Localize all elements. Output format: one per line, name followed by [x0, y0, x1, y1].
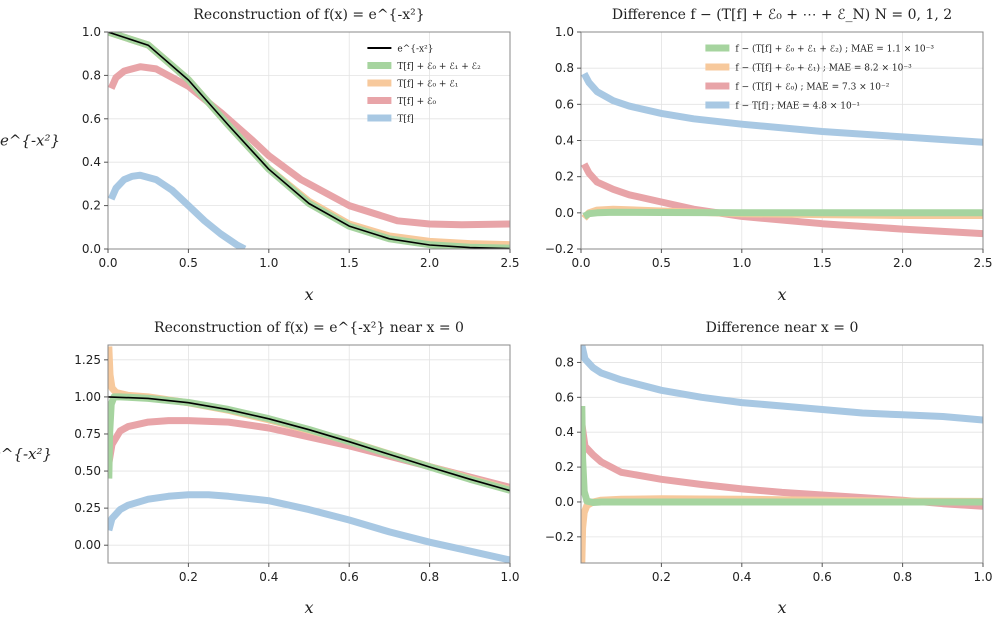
legend-label-tf_e0_e1: T[f] + ℰ₀ + ℰ₁ [397, 80, 458, 90]
series-line-tf_e0 [108, 63, 510, 229]
series-line-d_tf [581, 345, 983, 424]
plot-frame [107, 344, 511, 564]
plot-frame [580, 344, 984, 564]
x-tick-label: 1.5 [813, 256, 832, 270]
x-tick-label: 0.6 [813, 570, 832, 584]
y-tick-label: −0.2 [545, 530, 574, 544]
x-tick-label: 0.0 [98, 256, 117, 270]
x-tick-label: 0.2 [179, 570, 198, 584]
series-line-d_e0 [581, 423, 983, 510]
series-line-tf_e0_e1_e2 [108, 393, 510, 494]
series-line-exact [108, 32, 510, 249]
plot-frame [107, 31, 511, 250]
chart-bottom-left: 0.2 0.4 0.6 0.8 1.0 0.00 0.25 0.50 0.75 1.00 1.25 R… [0, 320, 520, 617]
y-tick-label: 0.8 [555, 61, 574, 75]
x-tick-label: 1.0 [973, 570, 992, 584]
y-tick-label: 1.0 [555, 25, 574, 39]
x-axis-label: x [777, 598, 786, 617]
y-tick-label: 0.0 [555, 206, 574, 220]
series-group [581, 71, 983, 238]
x-tick-label: 0.6 [340, 570, 359, 584]
x-tick-label: 2.5 [500, 256, 519, 270]
x-tick-label: 1.0 [500, 570, 519, 584]
series-line-d_e0 [581, 162, 983, 238]
x-tick-label: 0.5 [652, 256, 671, 270]
y-tick-label: 0.4 [555, 134, 574, 148]
x-tick-label: 0.2 [652, 570, 671, 584]
x-axis-label: x [777, 285, 786, 304]
y-tick-label: 0.4 [555, 425, 574, 439]
legend-label-d_tf: f − T[f] ; MAE = 4.8 × 10⁻¹ [735, 102, 860, 112]
x-tick-label: 0.8 [893, 570, 912, 584]
x-axis-label: x [304, 285, 313, 304]
legend-label-exact: e^{-x²} [397, 45, 433, 55]
chart-title: Reconstruction of f(x) = e^{-x²} near x … [154, 320, 464, 336]
chart-top-right: 0.0 0.5 1.0 1.5 2.0 2.5−0.20.00.20.40.60.81.0… [545, 7, 993, 304]
y-tick-label: 0.0 [555, 495, 574, 509]
chart-top-left: 0.0 0.5 1.0 1.5 2.0 2.5 0.0 0.2 0.4 0.6 0.8 1.0 Reco… [0, 7, 520, 304]
x-tick-label: 0.0 [571, 256, 590, 270]
series-line-d_e0_e1_e2 [581, 405, 983, 506]
series-line-d_e0_e1_e2 [582, 208, 983, 220]
legend-label-d_e0: f − (T[f] + ℰ₀) ; MAE = 7.3 × 10⁻² [735, 82, 889, 93]
legend-label-d_e0_e1_e2: f − (T[f] + ℰ₀ + ℰ₁ + ℰ₂) ; MAE = 1.1 × … [735, 44, 934, 55]
legend: f − (T[f] + ℰ₀ + ℰ₁ + ℰ₂) ; MAE = 1.1 × … [705, 44, 934, 112]
legend-label-tf: T[f] [397, 115, 413, 125]
x-tick-label: 1.0 [259, 256, 278, 270]
y-tick-label: 0.6 [555, 97, 574, 111]
y-tick-label: 1.00 [74, 390, 101, 404]
y-tick-label: 0.2 [82, 199, 101, 213]
x-tick-label: 0.8 [420, 570, 439, 584]
chart-title: Difference f − (T[f] + ℰ₀ + ⋯ + ℰ_N) N =… [612, 7, 952, 23]
x-tick-label: 2.5 [973, 256, 992, 270]
y-tick-label: 1.0 [82, 25, 101, 39]
chart-title: Difference near x = 0 [706, 320, 859, 336]
y-tick-label: 0.50 [74, 464, 101, 478]
chart-title: Reconstruction of f(x) = e^{-x²} [193, 7, 424, 23]
x-tick-label: 1.5 [340, 256, 359, 270]
y-tick-label: 0.00 [74, 538, 101, 552]
x-tick-label: 2.0 [893, 256, 912, 270]
series-group [108, 32, 510, 249]
series-line-exact [108, 396, 510, 492]
y-tick-label: 1.25 [74, 353, 101, 367]
y-tick-label: 0.2 [555, 170, 574, 184]
series-line-d_tf [581, 71, 983, 146]
y-tick-label: 0.75 [74, 427, 101, 441]
series-line-tf [108, 171, 247, 249]
y-tick-label: 0.8 [82, 68, 101, 82]
y-tick-label: 0.4 [82, 155, 101, 169]
x-tick-label: 0.5 [179, 256, 198, 270]
series-line-tf [108, 491, 510, 563]
y-tick-label: 0.6 [82, 112, 101, 126]
y-tick-label: 0.8 [555, 355, 574, 369]
y-tick-label: 0.25 [74, 501, 101, 515]
x-tick-label: 2.0 [420, 256, 439, 270]
legend-label-d_e0_e1: f − (T[f] + ℰ₀ + ℰ₁) ; MAE = 8.2 × 10⁻³ [735, 63, 912, 74]
chart-bottom-right: 0.2 0.4 0.6 0.8 1.0 −0.2 0.0 0.2 0.4 0.6 0.8 Differ… [545, 320, 993, 617]
y-tick-label: 0.6 [555, 390, 574, 404]
y-tick-label: −0.2 [545, 242, 574, 256]
legend: e^{-x²} T[f] + ℰ₀ + ℰ₁ + ℰ₂ T[f] + ℰ₀ + ℰ₁… [367, 45, 481, 125]
y-tick-label: 0.2 [555, 460, 574, 474]
y-tick-label: 0.0 [82, 242, 101, 256]
y-axis-label: e^{-x²} [0, 132, 60, 150]
series-group [581, 345, 983, 563]
series-line-d_e0_e1 [581, 495, 983, 563]
series-group [108, 346, 510, 563]
x-axis-label: x [304, 598, 313, 617]
x-tick-label: 0.4 [732, 570, 751, 584]
x-tick-label: 1.0 [732, 256, 751, 270]
y-axis-label: e^{-x²} [0, 445, 52, 463]
legend-label-tf_e0: T[f] + ℰ₀ [397, 97, 436, 107]
x-tick-label: 0.4 [259, 570, 278, 584]
legend-label-tf_e0_e1_e2: T[f] + ℰ₀ + ℰ₁ + ℰ₂ [397, 62, 481, 72]
